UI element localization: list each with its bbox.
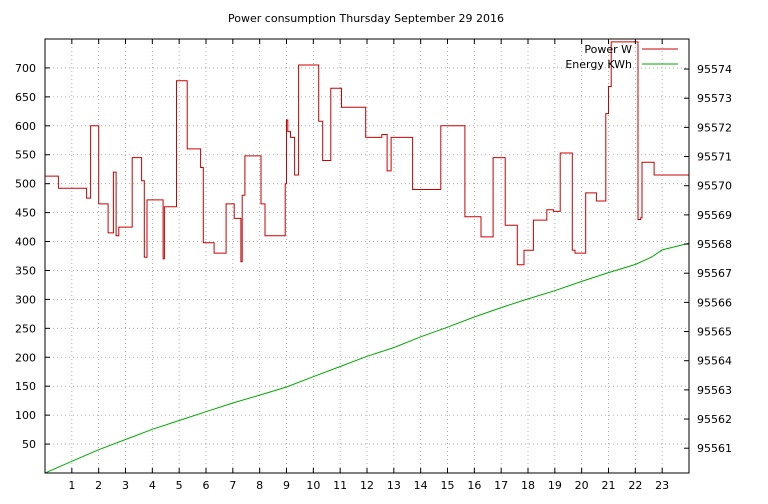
y-left-tick-label: 550 — [15, 149, 36, 162]
x-tick-label: 19 — [548, 479, 562, 492]
power-w-series-line — [45, 41, 689, 266]
x-tick-label: 18 — [521, 479, 535, 492]
y-left-tick-label: 100 — [15, 409, 36, 422]
x-tick-label: 15 — [441, 479, 455, 492]
x-tick-label: 4 — [149, 479, 156, 492]
x-tick-label: 23 — [655, 479, 669, 492]
x-tick-label: 17 — [494, 479, 508, 492]
legend-label: Energy KWh — [565, 58, 632, 71]
x-tick-label: 10 — [306, 479, 320, 492]
y-left-tick-label: 350 — [15, 264, 36, 277]
y-right-tick-label: 95569 — [697, 209, 732, 222]
x-tick-label: 13 — [387, 479, 401, 492]
y-right-tick-label: 95565 — [697, 326, 732, 339]
y-right-tick-label: 95566 — [697, 296, 732, 309]
energy-kwh-series-line — [45, 242, 689, 473]
x-tick-label: 1 — [68, 479, 75, 492]
legend: Power W Energy KWh — [565, 43, 678, 71]
x-tick-label: 3 — [122, 479, 129, 492]
y-left-tick-label: 250 — [15, 322, 36, 335]
x-tick-label: 20 — [575, 479, 589, 492]
x-tick-label: 7 — [229, 479, 236, 492]
x-tick-label: 11 — [333, 479, 347, 492]
y-left-tick-label: 400 — [15, 236, 36, 249]
y-left-tick-label: 600 — [15, 120, 36, 133]
x-tick-label: 9 — [283, 479, 290, 492]
y-right-tick-label: 95561 — [697, 442, 732, 455]
y-right-tick-label: 95562 — [697, 413, 732, 426]
x-tick-label: 22 — [628, 479, 642, 492]
legend-label: Power W — [584, 43, 632, 56]
y-left-tick-label: 200 — [15, 351, 36, 364]
y-left-tick-label: 650 — [15, 91, 36, 104]
y-right-tick-label: 95570 — [697, 180, 732, 193]
x-tick-label: 6 — [203, 479, 210, 492]
y-left-tick-label: 50 — [22, 438, 36, 451]
y-left-tick-label: 300 — [15, 293, 36, 306]
x-tick-label: 5 — [176, 479, 183, 492]
x-tick-label: 2 — [95, 479, 102, 492]
y-left-tick-label: 150 — [15, 380, 36, 393]
x-tick-label: 12 — [360, 479, 374, 492]
x-tick-label: 21 — [602, 479, 616, 492]
y-right-tick-label: 95563 — [697, 384, 732, 397]
series-lines — [45, 41, 689, 473]
y-right-tick-label: 95574 — [697, 63, 732, 76]
axis-ticks: 1 2 3 4 5 6 7 8 9 10 11 12 13 14 15 16 17 18 19 20 21 22 23501… — [15, 39, 732, 492]
x-tick-label: 8 — [256, 479, 263, 492]
y-right-tick-label: 95564 — [697, 355, 732, 368]
y-right-tick-label: 95568 — [697, 238, 732, 251]
y-left-tick-label: 700 — [15, 62, 36, 75]
x-tick-label: 14 — [414, 479, 428, 492]
y-left-tick-label: 500 — [15, 178, 36, 191]
y-right-tick-label: 95571 — [697, 151, 732, 164]
y-right-tick-label: 95573 — [697, 92, 732, 105]
grid-lines — [45, 39, 689, 473]
x-tick-label: 16 — [467, 479, 481, 492]
y-left-tick-label: 450 — [15, 207, 36, 220]
y-right-tick-label: 95567 — [697, 267, 732, 280]
chart-title: Power consumption Thursday September 29 … — [228, 12, 504, 25]
y-right-tick-label: 95572 — [697, 121, 732, 134]
